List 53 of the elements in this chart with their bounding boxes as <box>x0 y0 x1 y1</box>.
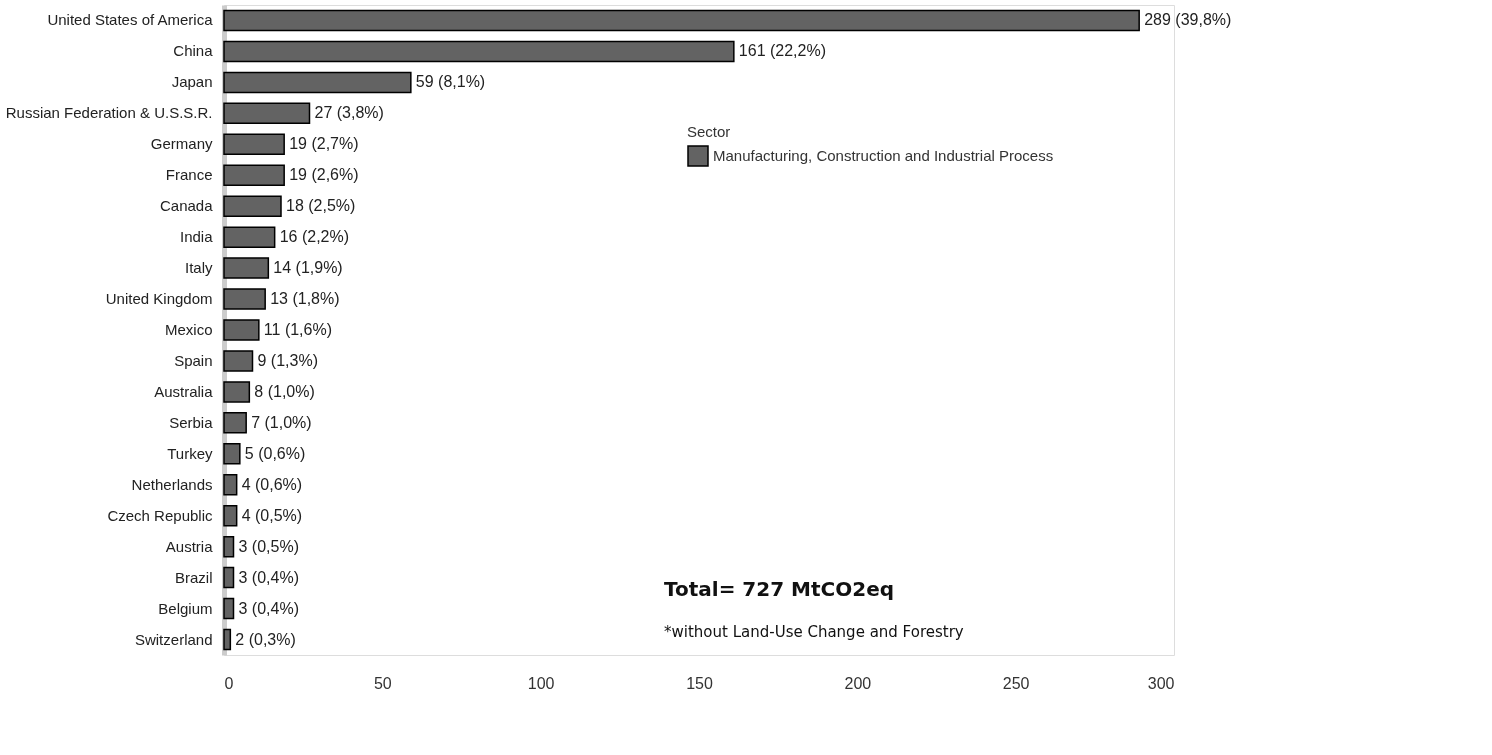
text: 11 (1,6%) <box>263 321 333 338</box>
y-tick-label: Japan <box>171 73 213 91</box>
text: 4 (0,5%) <box>241 506 303 524</box>
y-tick-label: United Kingdom <box>105 290 213 308</box>
y-tick-label: Italy <box>184 259 213 277</box>
text: 161 (22,2%) <box>738 42 827 60</box>
text: 19 (2,6%) <box>289 166 359 184</box>
y-tick-label: Canada <box>159 197 214 215</box>
text: 9 (1,3%) <box>257 351 318 369</box>
legend-title: Sector <box>687 123 731 140</box>
y-tick-label: United States of America <box>47 11 214 29</box>
legend-label: Manufacturing, Construction and Industrial Process <box>713 147 1054 164</box>
text: 3 (0,4%) <box>238 568 299 586</box>
text: 13 (1,8%) <box>270 290 340 308</box>
text: 3 (0,5%) <box>238 537 299 555</box>
y-tick-label: Serbia <box>169 413 214 431</box>
x-tick-label: 0 <box>224 674 234 692</box>
y-tick-label: Czech Republic <box>107 506 213 524</box>
text: 7 (1,0%) <box>251 413 312 431</box>
x-tick-label: 100 <box>527 674 555 692</box>
y-tick-label: Austria <box>165 537 214 555</box>
annotation: Total= 727 MtCO2eq <box>664 577 895 601</box>
text: 59 (8,1%) <box>415 73 486 91</box>
text: 3 (0,4%) <box>238 599 299 617</box>
y-tick-label: Belgium <box>158 599 213 617</box>
text: 27 (3,8%) <box>314 104 384 122</box>
text: 8 (1,0%) <box>254 382 315 400</box>
text: 16 (2,2%) <box>279 228 350 246</box>
text: 19 (2,7%) <box>289 135 359 153</box>
y-tick-label: China <box>173 42 214 60</box>
y-tick-label: Russian Federation & U.S.S.R. <box>5 104 213 122</box>
y-tick-label: Mexico <box>164 321 213 338</box>
text: 18 (2,5%) <box>286 197 356 215</box>
text: 5 (0,6%) <box>244 444 306 462</box>
text: 4 (0,6%) <box>241 475 303 493</box>
x-tick-label: 200 <box>844 674 872 692</box>
y-tick-label: Switzerland <box>134 630 213 648</box>
x-tick-label: 50 <box>373 674 392 692</box>
y-tick-label: Spain <box>174 351 213 369</box>
text: 289 (39,8%) <box>1144 11 1232 29</box>
x-tick-label: 150 <box>686 674 713 692</box>
x-tick-label: 250 <box>1002 674 1030 692</box>
y-tick-label: Brazil <box>174 568 213 586</box>
y-tick-label: France <box>165 166 213 184</box>
y-tick-label: Netherlands <box>131 475 213 493</box>
y-tick-label: Australia <box>154 382 214 400</box>
y-tick-label: India <box>179 228 214 246</box>
annotation: *without Land-Use Change and Forestry <box>664 623 964 641</box>
text: 14 (1,9%) <box>273 259 343 277</box>
y-tick-label: Turkey <box>167 444 213 462</box>
y-tick-label: Germany <box>150 135 213 153</box>
x-tick-label: 300 <box>1147 674 1175 692</box>
text: 2 (0,3%) <box>235 630 296 648</box>
